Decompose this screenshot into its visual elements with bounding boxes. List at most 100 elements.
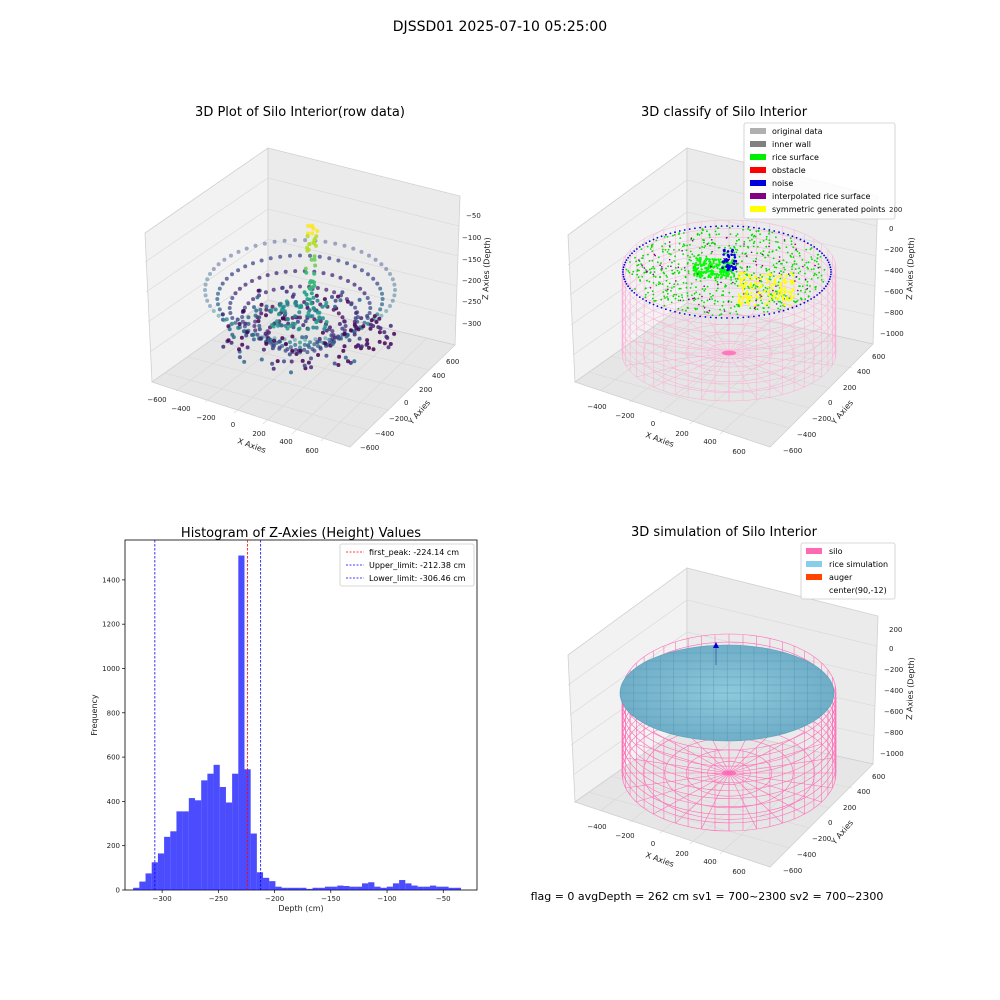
- silo-spoke: [625, 340, 730, 354]
- raw-point: [226, 324, 231, 329]
- rice-surface-point: [655, 239, 658, 242]
- raw-point: [254, 308, 259, 313]
- panel1-ylabel: Y Axies: [406, 398, 432, 427]
- rice-surface-point: [667, 299, 669, 301]
- rice-surface-point: [790, 243, 793, 246]
- panel2-xlabel: X Axies: [644, 430, 675, 449]
- raw-point: [380, 291, 384, 296]
- rice-surface-point: [707, 264, 710, 267]
- raw-point: [306, 310, 311, 315]
- rice-surface-point: [673, 286, 675, 288]
- rice-surface-point: [720, 275, 723, 279]
- rice-surface-point: [706, 299, 709, 302]
- rice-surface-point: [668, 252, 671, 255]
- panel1-title: 3D Plot of Silo Interior(row data): [195, 105, 405, 120]
- p2-ytick: 200: [843, 384, 856, 392]
- raw-point: [224, 276, 229, 281]
- raw-point: [372, 314, 377, 319]
- raw-point: [244, 333, 249, 338]
- rice-surface-point: [654, 276, 657, 278]
- raw-point: [245, 345, 250, 350]
- rice-surface-point: [731, 271, 733, 274]
- rice-surface-point: [795, 300, 798, 303]
- symmetric-point: [738, 295, 741, 298]
- raw-point: [309, 257, 314, 262]
- raw-point: [359, 316, 364, 321]
- noise-point: [827, 280, 830, 283]
- raw-point: [208, 304, 212, 308]
- rice-surface-point: [747, 228, 749, 230]
- symmetric-point: [746, 301, 749, 304]
- rice-surface-point: [660, 262, 662, 265]
- interpolated-point: [775, 285, 777, 288]
- raw-point: [257, 275, 262, 280]
- noise-point: [669, 309, 672, 312]
- rice-surface-point: [731, 296, 734, 298]
- raw-point: [282, 309, 287, 314]
- raw-point: [352, 319, 357, 324]
- raw-point: [310, 279, 315, 284]
- rice-surface-point: [734, 282, 736, 285]
- noise-point: [816, 248, 818, 250]
- raw-point: [390, 277, 395, 282]
- rice-surface-point: [697, 267, 700, 269]
- raw-point: [297, 326, 302, 331]
- histogram-bar: [263, 877, 270, 890]
- rice-surface-point: [791, 268, 793, 271]
- raw-point: [343, 355, 348, 360]
- raw-point: [216, 313, 221, 318]
- rice-surface-point: [822, 280, 825, 283]
- raw-point: [312, 348, 317, 353]
- noise-point: [709, 225, 712, 228]
- silo-spoke: [728, 340, 833, 354]
- rice-surface-point: [703, 260, 706, 263]
- silo-floor-ring: [664, 323, 794, 383]
- rice-surface-point: [785, 295, 787, 297]
- rice-surface-point: [710, 252, 713, 255]
- rice-surface-point: [702, 228, 704, 231]
- rice-surface-point: [739, 245, 742, 248]
- symmetric-point: [779, 287, 783, 290]
- symmetric-point: [743, 271, 747, 274]
- raw-point: [272, 338, 277, 343]
- rice-surface-point: [725, 277, 727, 279]
- rice-surface-point: [691, 294, 693, 297]
- silo-spoke: [625, 352, 730, 366]
- raw-point: [291, 325, 296, 330]
- p4-ytick: 0: [828, 819, 832, 827]
- rice-surface-point: [791, 252, 793, 255]
- rice-surface-point: [652, 265, 655, 268]
- raw-point: [245, 330, 250, 335]
- raw-point: [359, 268, 364, 273]
- interpolated-point: [755, 264, 758, 266]
- noise-point: [715, 316, 717, 319]
- raw-point: [243, 321, 248, 326]
- raw-point: [293, 300, 298, 304]
- rice-surface-point: [725, 275, 729, 278]
- raw-point: [275, 359, 280, 364]
- symmetric-point: [784, 274, 788, 277]
- panel1-y-ticks: −600 −400 −200 0 200 400 600: [360, 358, 459, 452]
- symmetric-point: [768, 298, 772, 302]
- rice-surface-point: [735, 310, 738, 313]
- legend-label-original: original data: [772, 127, 823, 136]
- legend-swatch-interpolated: [750, 193, 766, 199]
- rice-surface-point: [717, 258, 720, 261]
- symmetric-point: [792, 281, 795, 285]
- rice-surface-point: [636, 273, 639, 276]
- raw-point: [230, 316, 235, 320]
- rice-surface-point: [763, 311, 765, 313]
- rice-surface-point: [739, 266, 742, 268]
- noise-point: [633, 250, 636, 253]
- symmetric-point: [766, 282, 769, 285]
- noise-point: [688, 314, 691, 316]
- interpolated-point: [761, 264, 764, 267]
- histogram-bar: [318, 887, 325, 890]
- raw-point: [377, 316, 382, 321]
- raw-point: [261, 347, 266, 352]
- rice-surface-point: [777, 281, 780, 284]
- rice-surface-point: [775, 266, 778, 269]
- raw-point: [336, 258, 341, 263]
- noise-point: [720, 317, 723, 319]
- interpolated-point: [708, 309, 711, 312]
